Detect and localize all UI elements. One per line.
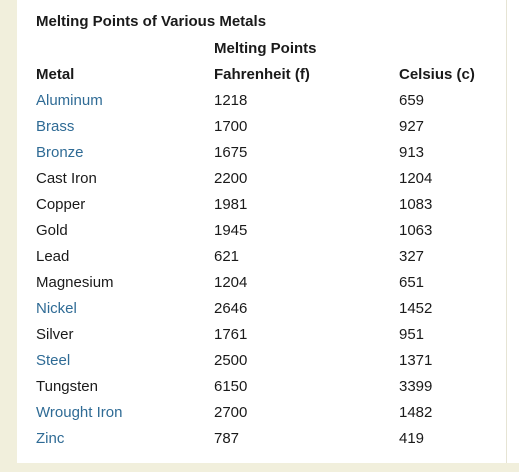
fahrenheit-cell: 2700 xyxy=(214,404,248,421)
celsius-cell: 1482 xyxy=(399,404,433,421)
metal-link[interactable]: Wrought Iron xyxy=(36,404,123,421)
celsius-cell: 1204 xyxy=(399,170,433,187)
metal-link[interactable]: Steel xyxy=(36,352,71,369)
fahrenheit-cell: 1761 xyxy=(214,326,248,343)
metal-link[interactable]: Zinc xyxy=(36,430,65,447)
celsius-cell: 419 xyxy=(399,430,425,447)
right-edge xyxy=(506,0,507,463)
fahrenheit-cell: 1218 xyxy=(214,92,248,109)
metal-name: Silver xyxy=(36,326,74,343)
metal-name: Cast Iron xyxy=(36,170,97,187)
celsius-cell: 1452 xyxy=(399,300,433,317)
metal-name: Magnesium xyxy=(36,274,114,291)
fahrenheit-cell: 6150 xyxy=(214,378,248,395)
celsius-cell: 659 xyxy=(399,92,425,109)
fahrenheit-cell: 1204 xyxy=(214,274,248,291)
fahrenheit-cell: 2500 xyxy=(214,352,248,369)
side-strip xyxy=(0,0,17,472)
celsius-cell: 1371 xyxy=(399,352,433,369)
fahrenheit-cell: 787 xyxy=(214,430,240,447)
celsius-cell: 651 xyxy=(399,274,425,291)
celsius-cell: 3399 xyxy=(399,378,433,395)
metal-name: Gold xyxy=(36,222,68,239)
metal-name: Tungsten xyxy=(36,378,98,395)
celsius-cell: 327 xyxy=(399,248,425,265)
metal-name: Copper xyxy=(36,196,86,213)
fahrenheit-cell: 1945 xyxy=(214,222,248,239)
metal-name: Lead xyxy=(36,248,70,265)
celsius-cell: 927 xyxy=(399,118,425,135)
fahrenheit-cell: 2200 xyxy=(214,170,248,187)
column-header: Fahrenheit (f) xyxy=(214,66,310,83)
celsius-cell: 913 xyxy=(399,144,425,161)
column-header: Celsius (c) xyxy=(399,66,475,83)
fahrenheit-cell: 1981 xyxy=(214,196,248,213)
celsius-cell: 1063 xyxy=(399,222,433,239)
fahrenheit-cell: 621 xyxy=(214,248,240,265)
fahrenheit-cell: 1700 xyxy=(214,118,248,135)
celsius-cell: 1083 xyxy=(399,196,433,213)
fahrenheit-cell: 1675 xyxy=(214,144,248,161)
metal-link[interactable]: Bronze xyxy=(36,144,84,161)
bottom-strip xyxy=(0,463,519,472)
metal-link[interactable]: Nickel xyxy=(36,300,77,317)
group-header: Melting Points xyxy=(214,40,317,57)
metal-link[interactable]: Aluminum xyxy=(36,92,103,109)
celsius-cell: 951 xyxy=(399,326,425,343)
column-header: Metal xyxy=(36,66,75,83)
fahrenheit-cell: 2646 xyxy=(214,300,248,317)
metal-link[interactable]: Brass xyxy=(36,118,75,135)
table-title: Melting Points of Various Metals xyxy=(36,13,267,30)
